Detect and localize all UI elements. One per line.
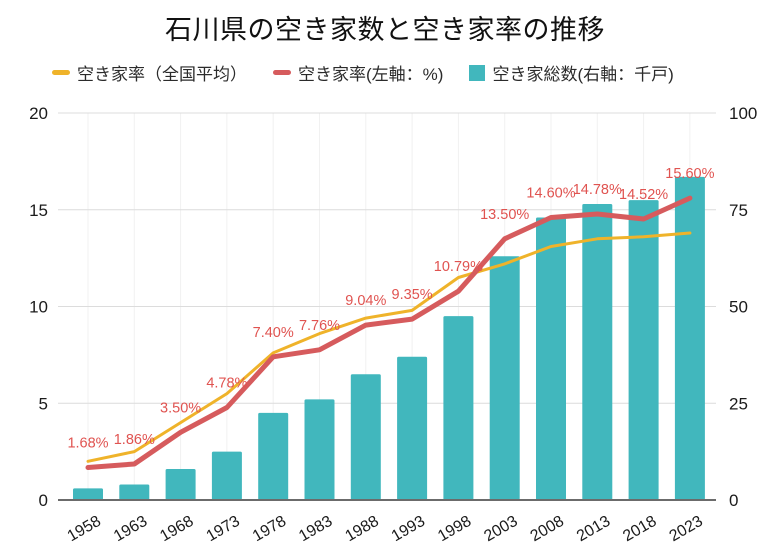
left-axis-tick: 10: [29, 298, 48, 317]
bar-1968: [165, 469, 196, 500]
prefecture-rate-line: [85, 195, 693, 470]
bar-2008: [536, 217, 566, 501]
bar-1993: [397, 356, 428, 500]
right-axis-tick: 100: [729, 104, 757, 123]
right-axis-tick: 50: [729, 298, 748, 317]
legend-label-prefecture-rate: 空き家率(左軸：%): [298, 65, 444, 84]
legend-item-national-average[interactable]: 空き家率（全国平均）: [52, 60, 247, 85]
bar-2018: [628, 200, 659, 500]
rate-label-2008: 14.60%: [526, 185, 575, 201]
x-axis-label-1983: 1983: [296, 513, 335, 546]
rate-label-2023: 15.60%: [665, 166, 714, 182]
left-axis-tick: 15: [29, 201, 48, 220]
rate-label-1978: 7.40%: [253, 325, 294, 341]
left-axis-tick: 5: [39, 394, 48, 413]
bar-2023: [674, 176, 705, 501]
x-axis-label-1993: 1993: [389, 513, 428, 546]
bar-1973: [211, 451, 242, 500]
bar-1958: [73, 488, 103, 500]
rate-label-1993: 9.35%: [392, 287, 433, 303]
chart-legend: 空き家率（全国平均） 空き家率(左軸：%) 空き家総数(右軸：千戸): [52, 60, 674, 85]
x-axis-label-1998: 1998: [435, 513, 474, 546]
rate-label-1963: 1.86%: [114, 432, 155, 448]
bar-1998: [443, 316, 474, 500]
chart-title: 石川県の空き家数と空き家率の推移: [165, 15, 605, 45]
national-rate-line: [86, 231, 692, 463]
bar-1983: [304, 399, 335, 500]
x-axis-label-2008: 2008: [528, 513, 567, 546]
legend-item-total-vacant[interactable]: 空き家総数(右軸：千戸): [469, 60, 674, 85]
rate-label-2013: 14.78%: [573, 182, 622, 198]
bar-1963: [119, 484, 150, 500]
rate-label-1973: 4.78%: [206, 376, 247, 392]
x-axis-label-1973: 1973: [204, 513, 243, 546]
rate-label-2003: 13.50%: [480, 207, 529, 223]
right-axis-tick: 75: [729, 201, 748, 220]
left-axis-tick: 0: [39, 491, 48, 510]
x-axis-label-1988: 1988: [342, 513, 381, 546]
bar-2003: [489, 256, 520, 500]
total-vacant-bar-marker-icon: [469, 64, 486, 81]
x-axis-label-1978: 1978: [250, 513, 289, 546]
rate-label-1988: 9.04%: [345, 293, 386, 309]
rate-label-1958: 1.68%: [67, 435, 108, 451]
x-axis-label-1968: 1968: [157, 513, 196, 546]
national-average-line-marker-icon: [52, 70, 70, 75]
x-axis-label-2013: 2013: [574, 513, 613, 546]
legend-label-total-vacant: 空き家総数(右軸：千戸): [492, 65, 674, 84]
bar-1988: [350, 374, 381, 500]
legend-item-prefecture-rate[interactable]: 空き家率(左軸：%): [273, 60, 443, 85]
right-axis-tick: 25: [729, 394, 748, 413]
bar-1978: [258, 412, 289, 500]
right-axis-tick: 0: [729, 491, 738, 510]
x-axis-label-2003: 2003: [481, 513, 520, 546]
legend-label-national-average: 空き家率（全国平均）: [77, 65, 247, 84]
bar-2013: [582, 203, 613, 500]
rate-label-1998: 10.79%: [434, 259, 483, 275]
left-axis-tick: 20: [29, 104, 48, 123]
prefecture-rate-line-marker-icon: [273, 70, 291, 75]
x-axis-label-1963: 1963: [111, 513, 150, 546]
rate-label-2018: 14.52%: [619, 187, 668, 203]
x-axis-label-2023: 2023: [667, 513, 706, 546]
x-axis-label-2018: 2018: [620, 513, 659, 546]
x-axis-label-1958: 1958: [65, 513, 104, 546]
rate-label-1968: 3.50%: [160, 400, 201, 416]
rate-label-1983: 7.76%: [299, 318, 340, 334]
